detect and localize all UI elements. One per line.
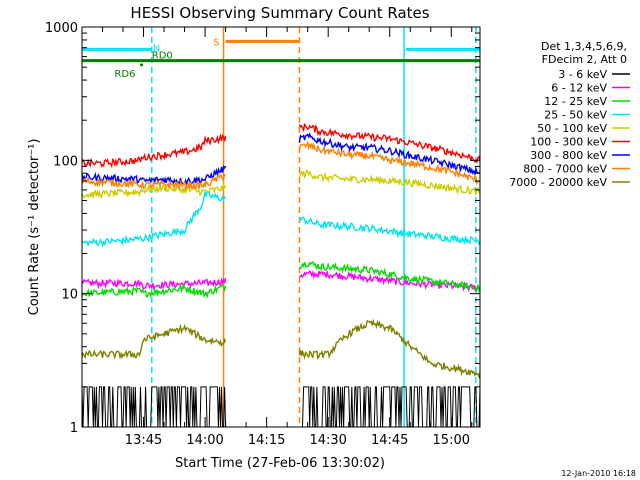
series-line [81, 386, 481, 428]
x-tick-label: 15:00 [433, 433, 470, 448]
series-line [81, 139, 481, 192]
series-line [81, 269, 481, 293]
chart-title: HESSI Observing Summary Count Rates [130, 4, 429, 22]
legend-entry: 50 - 100 keV [537, 122, 607, 135]
series-line [81, 132, 481, 186]
annotation-layer: N S RD0 RD6 [82, 27, 480, 427]
legend-title-line: Det 1,3,4,5,6,9, [541, 40, 627, 53]
x-tick-label: 14:30 [309, 433, 346, 448]
x-tick-label: 14:15 [248, 433, 285, 448]
y-tick-label: 10 [61, 288, 78, 303]
legend: Det 1,3,4,5,6,9,FDecim 2, Att 0 3 - 6 keV… [509, 40, 630, 189]
legend-entry: 7000 - 20000 keV [509, 176, 607, 189]
axis-layer: 1 10 100 1000 13:45 14:00 14:15 14:30 14:45 15:00 [45, 21, 480, 448]
legend-entry: 800 - 7000 keV [523, 163, 607, 176]
legend-entry: 100 - 300 keV [530, 136, 607, 149]
x-tick-label: 14:45 [371, 433, 408, 448]
legend-entry: 6 - 12 keV [551, 82, 607, 95]
flag-label: S [213, 37, 219, 48]
y-tick-label: 1000 [45, 21, 78, 36]
legend-entry: 12 - 25 keV [544, 95, 607, 108]
legend-entry: 25 - 50 keV [544, 109, 607, 122]
rd6-marker [139, 63, 143, 67]
legend-entry: 300 - 800 keV [530, 149, 607, 162]
series-line [81, 261, 481, 300]
x-tick-label: 14:00 [186, 433, 223, 448]
plot-frame [81, 26, 481, 428]
series-line [81, 123, 481, 169]
x-axis-label: Start Time (27-Feb-06 13:30:02) [175, 456, 385, 471]
legend-title-line: FDecim 2, Att 0 [542, 53, 627, 66]
flag-label: RD6 [114, 69, 135, 80]
y-tick-label: 100 [53, 154, 78, 169]
series-line [81, 168, 481, 199]
y-axis-label: Count Rate (s⁻¹ detector⁻¹) [27, 139, 42, 316]
flag-label: N [153, 43, 160, 54]
legend-entry: 3 - 6 keV [558, 68, 607, 81]
flag-label: RD0 [152, 51, 173, 62]
x-tick-label: 13:45 [125, 433, 162, 448]
series-layer [81, 123, 481, 428]
series-line [81, 191, 481, 248]
y-tick-label: 1 [70, 421, 78, 436]
footer-date: 12-Jan-2010 16:18 [561, 469, 636, 478]
series-line [81, 318, 481, 379]
